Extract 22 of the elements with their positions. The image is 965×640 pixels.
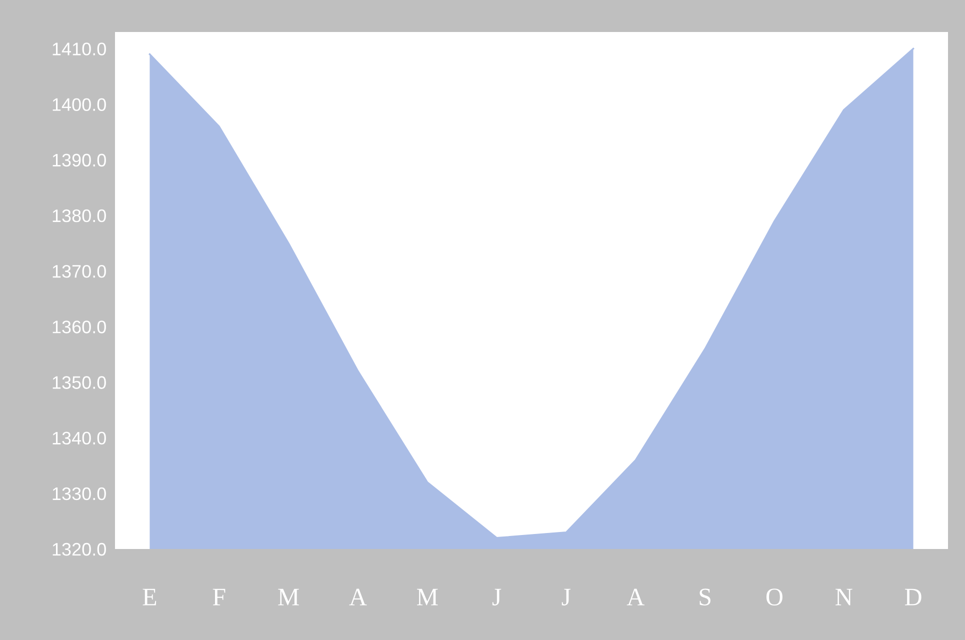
y-tick-label: 1410.0 [52, 42, 106, 56]
y-tick-label: 1360.0 [52, 320, 106, 334]
y-tick-label: 1390.0 [52, 154, 106, 167]
y-tick-label: 1350.0 [52, 376, 106, 389]
x-tick-label: M [278, 588, 299, 606]
y-tick-label: 1330.0 [52, 487, 106, 500]
x-tick-label: F [212, 588, 226, 606]
x-tick-label: O [766, 588, 782, 606]
y-tick-label: 1370.0 [52, 264, 106, 278]
y-tick-label: 1320.0 [52, 542, 106, 556]
x-tick-label: N [836, 588, 852, 606]
x-tick-label: J [492, 588, 502, 606]
x-tick-label: M [416, 588, 438, 606]
x-tick-label: E [142, 588, 156, 606]
y-tick-label: 1340.0 [52, 432, 106, 445]
x-tick-label: D [904, 588, 922, 606]
y-tick-label: 1400.0 [52, 98, 106, 111]
x-tick-label: A [349, 588, 367, 606]
x-tick-label: S [700, 588, 710, 606]
y-tick-label: 1380.0 [52, 209, 106, 222]
x-tick-label: J [562, 588, 571, 606]
x-tick-label: A [626, 588, 644, 606]
